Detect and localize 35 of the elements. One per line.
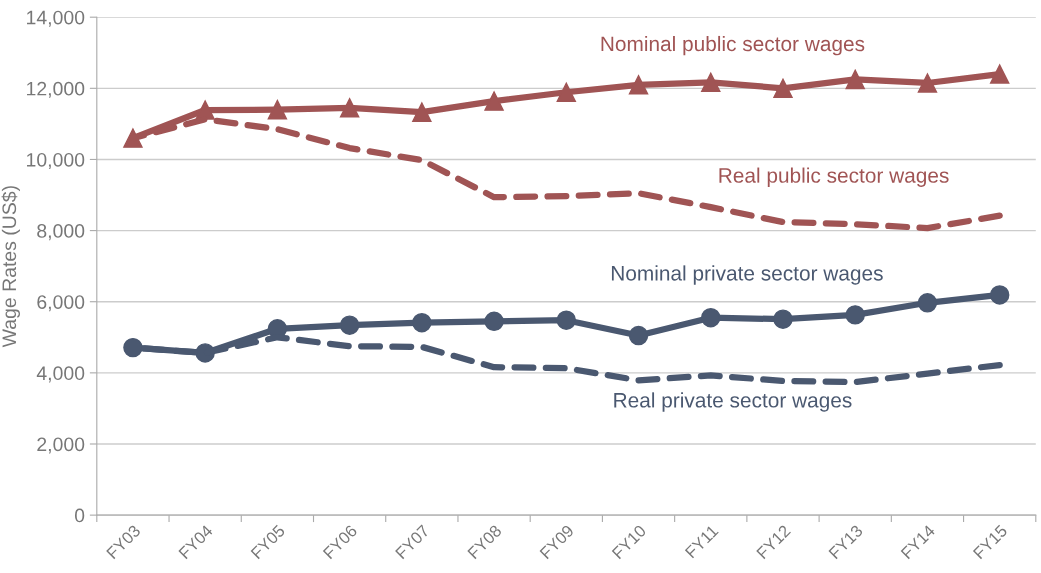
series-label: Nominal private sector wages: [611, 265, 883, 285]
point: [412, 312, 432, 333]
y-tick-label: 0: [74, 508, 85, 523]
point: [701, 308, 721, 328]
point: [628, 325, 649, 346]
point: [267, 99, 288, 120]
y-tick-label: 8,000: [37, 224, 85, 241]
y-tick-label: 14,000: [27, 10, 85, 27]
point: [339, 98, 360, 118]
point: [917, 293, 938, 313]
series-label: Nominal public sector wages: [601, 35, 865, 56]
y-tick-label: 12,000: [27, 81, 85, 98]
y-tick-label: 6,000: [37, 295, 85, 312]
point: [701, 72, 721, 93]
point: [917, 73, 938, 93]
point: [989, 285, 1010, 305]
y-axis-title: Wage Rates (US$): [1, 186, 20, 348]
point: [339, 315, 360, 335]
series-label: Real private sector wages: [614, 392, 852, 412]
y-tick-label: 4,000: [36, 366, 85, 383]
point: [123, 337, 143, 358]
y-tick-label: 10,000: [27, 152, 85, 169]
point: [556, 82, 577, 102]
series-label: Real public sector wages: [719, 167, 949, 187]
point: [773, 309, 793, 329]
y-tick-label: 2,000: [37, 437, 85, 454]
point: [412, 102, 432, 122]
point: [628, 75, 649, 95]
point: [484, 91, 504, 111]
point: [989, 64, 1010, 84]
point: [556, 310, 577, 330]
point: [845, 305, 865, 325]
point: [845, 69, 865, 90]
point: [773, 78, 793, 99]
point: [484, 311, 504, 332]
